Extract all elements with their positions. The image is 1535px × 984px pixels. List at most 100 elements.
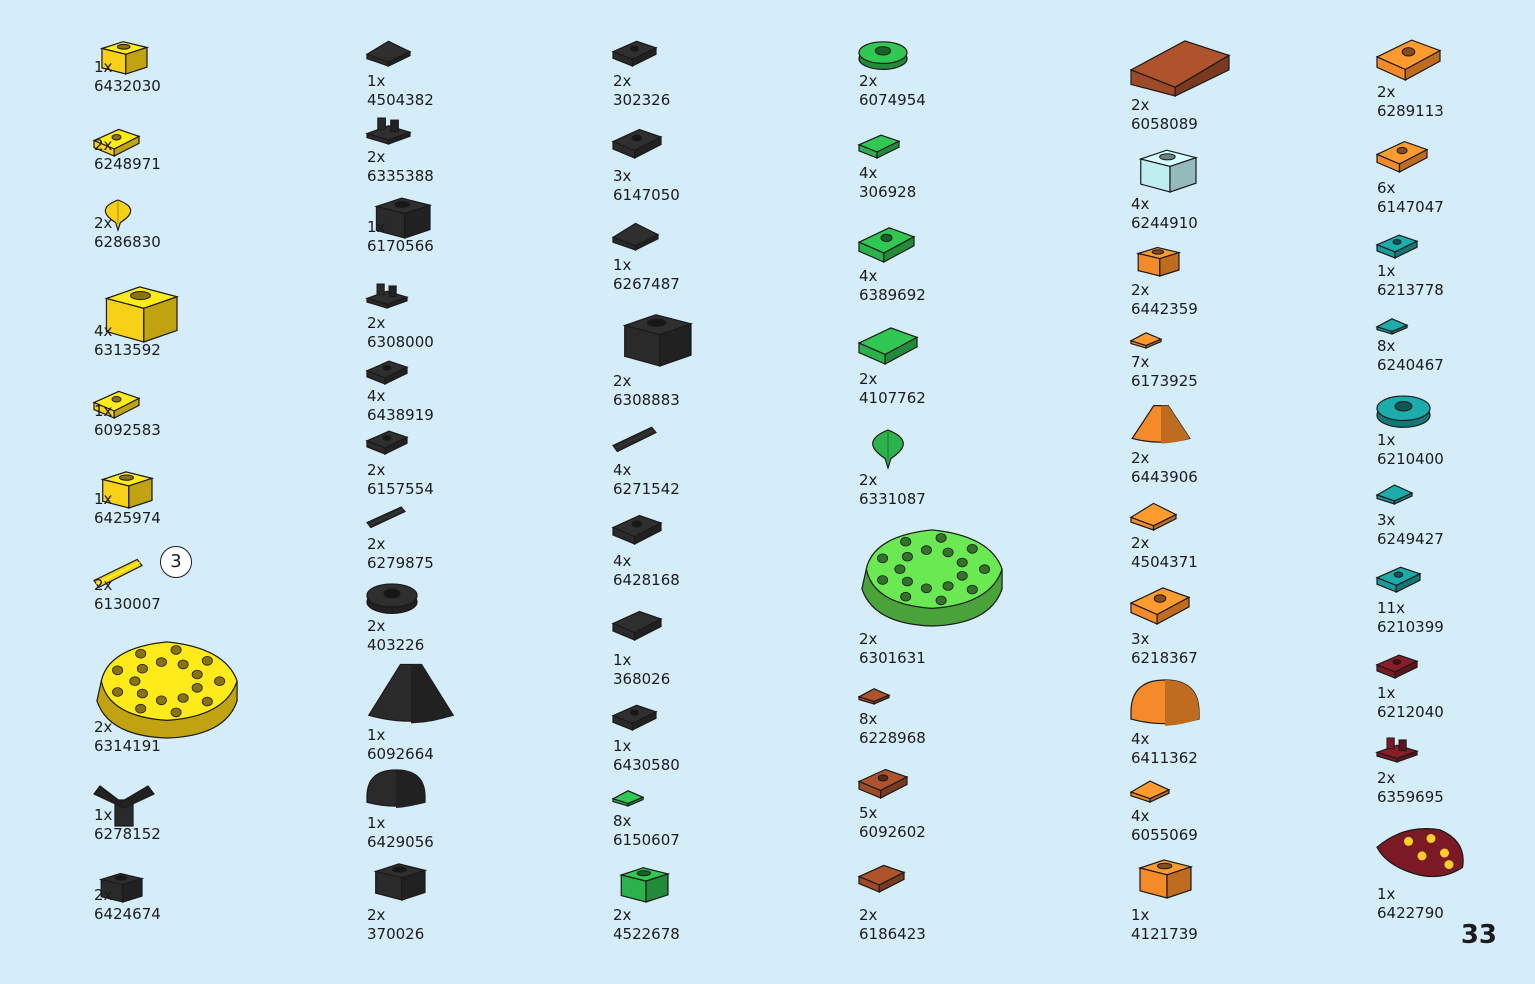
part-element-id: 6271542 — [613, 480, 680, 498]
part-quantity: 4x — [1131, 730, 1150, 748]
part-element-id: 6213778 — [1377, 281, 1444, 299]
part-tile-icon — [857, 134, 901, 159]
step-callout: 3 — [160, 546, 192, 578]
part-entry: 2x 6130007 — [93, 558, 161, 613]
part-entry: 5x 6092602 — [857, 768, 926, 841]
part-quantity: 8x — [859, 710, 878, 728]
part-slope-icon — [1375, 318, 1409, 335]
part-element-id: 6278152 — [94, 825, 161, 843]
part-quantity: 2x — [367, 314, 386, 332]
part-entry: 4x 6411362 — [1130, 679, 1200, 767]
part-brick-icon — [622, 314, 694, 367]
part-entry: 1x 6092664 — [367, 662, 455, 763]
part-element-id: 306928 — [859, 183, 917, 201]
part-quantity: 2x — [367, 617, 386, 635]
part-plate-icon — [857, 768, 909, 799]
part-quantity: 4x — [1131, 195, 1150, 213]
part-brick-icon — [1135, 246, 1182, 277]
part-entry: 3x 6147050 — [611, 128, 680, 204]
part-entry: 2x 6442359 — [1131, 246, 1198, 318]
part-bar-icon — [93, 558, 143, 589]
part-clip-icon — [365, 117, 412, 145]
part-cone-icon — [1131, 405, 1191, 444]
part-entry: 2x 6443906 — [1131, 404, 1198, 486]
part-entry: 2x 6301631 — [859, 528, 1005, 667]
part-quantity: 1x — [94, 806, 113, 824]
part-quantity: 1x — [94, 402, 113, 420]
part-entry: 4x 6244910 — [1131, 148, 1199, 232]
part-quantity: 1x — [613, 651, 632, 669]
part-entry: 4x 6271542 — [612, 426, 680, 498]
part-element-id: 6240467 — [1377, 356, 1444, 374]
part-brick-icon — [1138, 149, 1199, 193]
part-element-id: 370026 — [367, 925, 425, 943]
parts-column: 1x 6432030 2x 6248971 2x 6286830 4x 6313592 1x 60… — [92, 0, 334, 984]
part-entry: 1x 6092583 — [92, 390, 161, 439]
part-quantity: 2x — [1377, 83, 1396, 101]
part-element-id: 6301631 — [859, 649, 926, 667]
part-quantity: 1x — [367, 726, 386, 744]
part-element-id: 6389692 — [859, 286, 926, 304]
part-quantity: 1x — [1377, 262, 1396, 280]
part-quantity: 2x — [367, 535, 386, 553]
part-element-id: 6430580 — [613, 756, 680, 774]
part-longtile-icon — [1129, 40, 1231, 97]
part-entry: 1x 6278152 — [93, 785, 161, 843]
part-element-id: 6173925 — [1131, 372, 1198, 390]
parts-column: 1x 4504382 2x 6335388 1x 6170566 2x 6308000 4x 64… — [365, 0, 607, 984]
part-element-id: 6335388 — [367, 167, 434, 185]
part-entry: 8x 6150607 — [611, 790, 680, 849]
part-slope-icon — [365, 40, 412, 67]
part-quantity: 2x — [367, 461, 386, 479]
part-entry: 4x 6055069 — [1129, 780, 1198, 844]
part-element-id: 6092602 — [859, 823, 926, 841]
part-plate-icon — [1375, 39, 1442, 82]
part-element-id: 6428168 — [613, 571, 680, 589]
part-entry: 2x 6308883 — [613, 312, 694, 409]
part-brick-icon — [1137, 859, 1194, 899]
part-element-id: 6249427 — [1377, 530, 1444, 548]
part-round-icon — [1376, 395, 1431, 428]
part-entry: 2x 4522678 — [613, 866, 680, 943]
part-entry: 2x 302326 — [611, 40, 670, 109]
part-element-id: 6267487 — [613, 275, 680, 293]
part-element-id: 6359695 — [1377, 788, 1444, 806]
part-quantity: 4x — [613, 552, 632, 570]
part-element-id: 6411362 — [1131, 749, 1198, 767]
part-entry: 1x 4504382 — [365, 40, 434, 109]
part-quantity: 4x — [367, 387, 386, 405]
part-plate-icon — [92, 390, 141, 419]
part-quantity: 2x — [1131, 534, 1150, 552]
part-quantity: 1x — [1131, 906, 1150, 924]
part-quantity: 2x — [859, 72, 878, 90]
part-element-id: 4504382 — [367, 91, 434, 109]
part-quantity: 2x — [367, 906, 386, 924]
part-slope-icon — [1375, 484, 1414, 505]
part-element-id: 6212040 — [1377, 703, 1444, 721]
part-quantity: 1x — [613, 256, 632, 274]
part-element-id: 6210399 — [1377, 618, 1444, 636]
part-brick-icon — [100, 471, 155, 509]
part-element-id: 6218367 — [1131, 649, 1198, 667]
part-element-id: 6425974 — [94, 509, 161, 527]
part-element-id: 6210400 — [1377, 450, 1444, 468]
part-entry: 1x 6213778 — [1375, 234, 1444, 299]
part-quantity: 2x — [1131, 281, 1150, 299]
part-element-id: 6244910 — [1131, 214, 1198, 232]
part-brick-icon — [98, 872, 145, 903]
part-element-id: 4522678 — [613, 925, 680, 943]
part-round-icon — [858, 41, 908, 71]
part-quantity: 1x — [1377, 684, 1396, 702]
part-quantity: 7x — [1131, 353, 1150, 371]
part-entry: 7x 6173925 — [1129, 332, 1198, 390]
parts-column: 2x 6074954 4x 306928 4x 6389692 2x 4107762 2x 633… — [857, 0, 1099, 984]
part-quantity: 1x — [367, 72, 386, 90]
part-brick-icon — [619, 867, 671, 903]
part-plate-icon — [611, 128, 663, 159]
part-quantity: 3x — [1131, 630, 1150, 648]
part-plate-icon — [611, 514, 663, 545]
part-quantity: 4x — [859, 164, 878, 182]
part-entry: 2x 6157554 — [365, 430, 434, 498]
part-quantity: 4x — [1131, 807, 1150, 825]
